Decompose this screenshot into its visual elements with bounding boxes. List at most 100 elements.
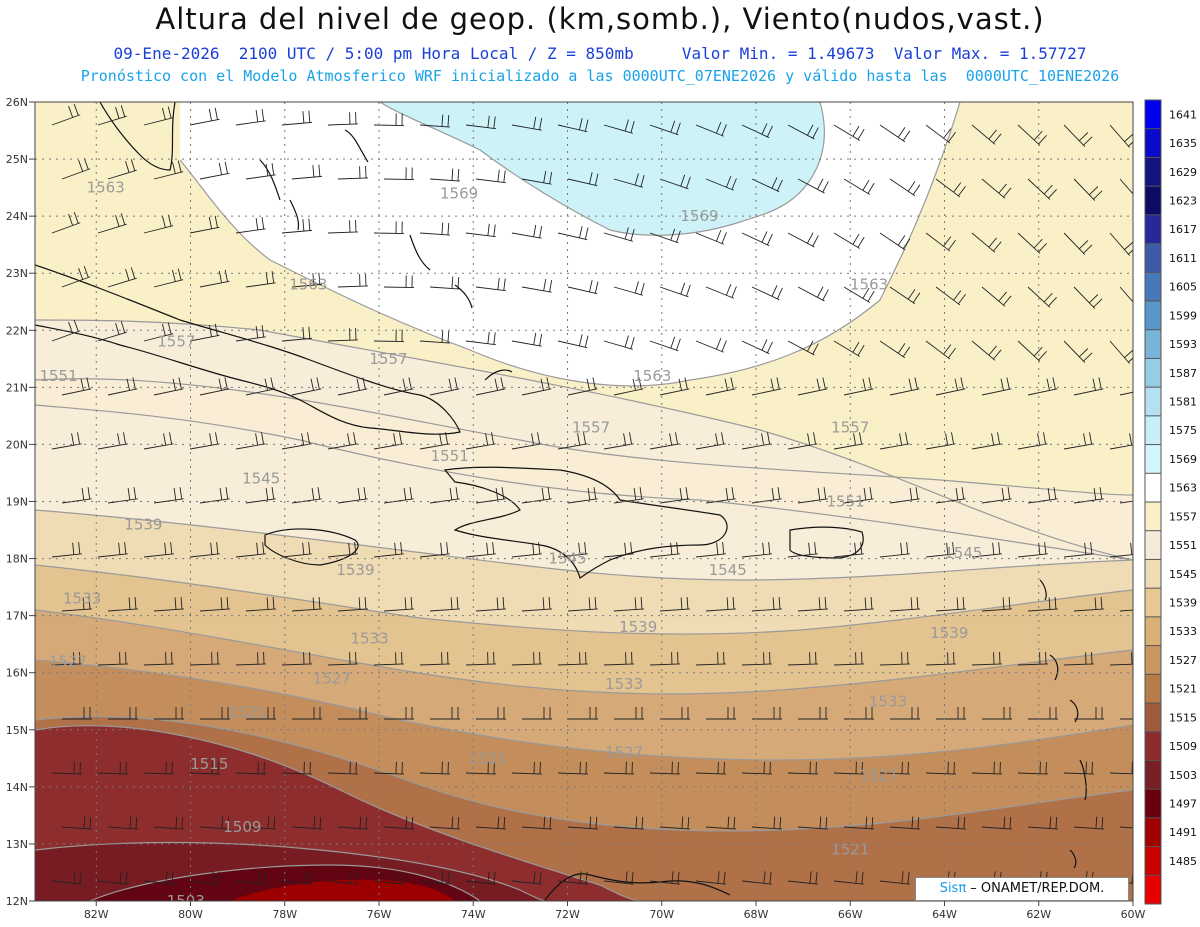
wind-barb <box>245 816 276 830</box>
wind-barb <box>1028 707 1058 720</box>
wind-barb <box>833 652 864 666</box>
wind-barb <box>245 487 276 504</box>
wind-barb <box>741 542 772 558</box>
wind-barb <box>337 487 368 504</box>
wind-barb <box>1027 178 1057 200</box>
wind-barb <box>787 124 819 140</box>
colorbar-swatch <box>1145 789 1161 819</box>
wind-barb <box>61 377 92 396</box>
wind-barb <box>649 228 681 244</box>
colorbar-label: 1575 <box>1169 424 1197 437</box>
wind-barb <box>337 166 368 180</box>
wind-barb <box>429 276 460 290</box>
wind-barb <box>981 597 1012 612</box>
wind-barb <box>613 597 644 612</box>
wind-barb <box>833 542 864 558</box>
colorbar-swatch <box>1145 616 1161 647</box>
wind-barb <box>649 761 680 775</box>
wind-barb <box>327 761 358 775</box>
lat-label: 15N <box>6 724 28 737</box>
wind-barb <box>475 169 506 184</box>
wind-barb <box>51 761 82 775</box>
wind-barb <box>189 652 220 666</box>
contour-label: 1545 <box>709 561 747 579</box>
wind-barb <box>465 652 496 666</box>
lat-label: 16N <box>6 667 28 680</box>
colorbar-label: 1521 <box>1169 683 1197 696</box>
colorbar: 1641 1635 1629 1623 1617 1611 1605 1599 1593 1587… <box>1144 99 1197 905</box>
wind-barb <box>97 105 127 126</box>
wind-barb <box>659 174 691 190</box>
wind-barb <box>1073 178 1103 201</box>
wind-barb <box>189 215 220 234</box>
wind-barb <box>879 871 910 885</box>
wind-barb <box>97 213 127 234</box>
wind-barb <box>649 120 681 136</box>
wind-barb <box>383 377 414 396</box>
wind-barb <box>649 542 680 558</box>
lat-label: 24N <box>6 210 28 223</box>
wind-barb <box>981 816 1012 830</box>
wind-barb <box>97 542 128 558</box>
wind-barb <box>971 652 1002 666</box>
contour-label: 1569 <box>680 207 718 225</box>
wind-barb <box>429 487 460 504</box>
wind-barb <box>235 761 266 775</box>
wind-barb <box>511 871 542 885</box>
wind-barb <box>833 340 865 357</box>
contour-label: 1539 <box>124 515 162 533</box>
wind-barb <box>154 707 184 720</box>
wind-barb <box>281 218 312 234</box>
wind-barb <box>889 178 921 197</box>
colorbar-label: 1527 <box>1169 654 1197 667</box>
contour-label: 1551 <box>431 447 469 465</box>
contour-label: 1545 <box>242 470 280 488</box>
wind-barb <box>419 330 450 344</box>
wind-barb <box>603 761 634 775</box>
lon-label: 80W <box>178 908 203 921</box>
wind-barb <box>153 377 184 396</box>
contour-label: 1557 <box>831 418 869 436</box>
wind-barb <box>61 597 92 612</box>
wind-barb <box>475 816 506 830</box>
wind-barb <box>107 487 138 504</box>
wind-barb <box>843 816 874 830</box>
wind-barb <box>419 114 450 128</box>
wind-barb <box>51 211 81 234</box>
lesser-antilles <box>1039 579 1087 869</box>
wind-barb <box>235 109 266 126</box>
colorbar-label: 1599 <box>1169 309 1197 322</box>
contour-label: 1533 <box>869 692 907 710</box>
wind-barb <box>108 707 138 720</box>
contour-label: 1539 <box>930 624 968 642</box>
wind-barb <box>567 280 599 295</box>
wind-barb <box>751 487 782 504</box>
wind-barb <box>291 164 322 180</box>
wind-barb <box>153 268 184 288</box>
wind-barb <box>521 377 552 396</box>
lat-label: 22N <box>6 324 28 337</box>
model-init-line: Pronóstico con el Modelo Atmosferico WRF… <box>80 67 1120 85</box>
wind-barb <box>383 275 415 288</box>
wind-barb <box>567 597 598 612</box>
wind-barb <box>281 652 312 666</box>
longitude-labels: 82W 80W 78W 76W 74W 72W 70W 68W 66W 64W 62W 60W <box>84 901 1146 921</box>
lon-label: 66W <box>838 908 863 921</box>
wind-barb <box>429 816 460 830</box>
wind-barb <box>879 761 910 775</box>
lat-label: 21N <box>6 381 28 394</box>
wind-barb <box>51 542 82 558</box>
wind-barb <box>1109 652 1133 666</box>
wind-barb <box>475 487 506 504</box>
wind-barb <box>245 597 276 612</box>
wind-barb <box>245 271 276 288</box>
wind-barb <box>419 432 450 450</box>
wind-barb <box>337 274 368 288</box>
florida-coast <box>99 102 176 171</box>
colorbar-label: 1581 <box>1169 396 1197 409</box>
map-title: Altura del nivel de geop. (km,somb.), Vi… <box>155 2 1045 36</box>
colorbar-swatch <box>1145 645 1161 675</box>
wind-barb <box>613 816 644 830</box>
contour-label: 1527 <box>859 766 897 784</box>
